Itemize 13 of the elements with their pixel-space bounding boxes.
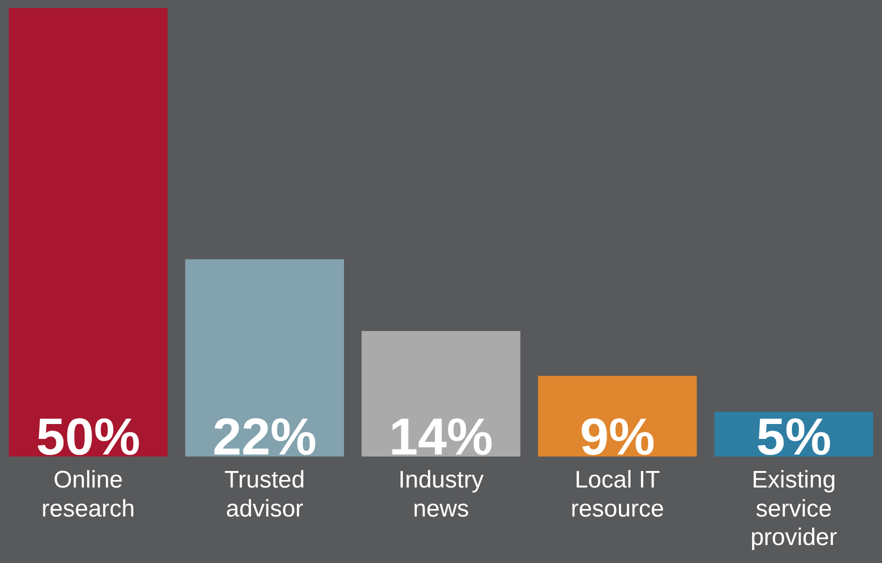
x-tick-label: Online research bbox=[42, 466, 135, 522]
bar bbox=[8, 8, 168, 457]
data-label: 5% bbox=[756, 408, 832, 467]
x-tick-label: Existing service provider bbox=[750, 466, 838, 552]
x-tick-label: Industry news bbox=[398, 466, 484, 522]
data-label: 22% bbox=[212, 408, 317, 467]
bar bbox=[185, 259, 344, 457]
data-label: 9% bbox=[580, 408, 655, 467]
x-tick-label: Trusted advisor bbox=[224, 466, 305, 522]
data-label: 14% bbox=[388, 408, 494, 467]
bar bbox=[362, 330, 520, 457]
data-label: 50% bbox=[36, 408, 140, 467]
x-tick-label: Local IT resource bbox=[570, 466, 664, 522]
